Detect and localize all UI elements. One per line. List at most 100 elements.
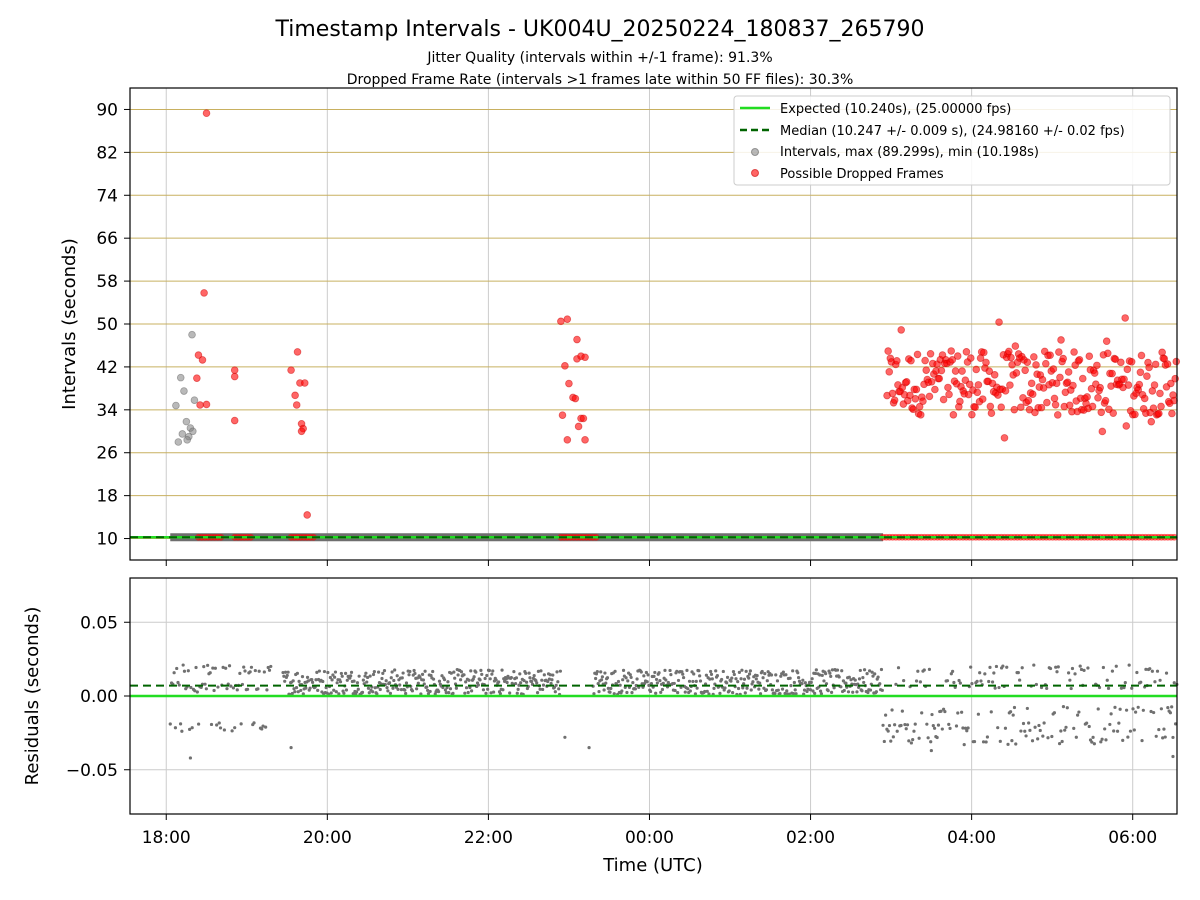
- residual-point: [669, 673, 673, 677]
- residual-point: [306, 679, 310, 683]
- residual-point: [337, 692, 341, 696]
- residual-point: [420, 672, 425, 676]
- residual-point: [489, 691, 493, 695]
- residual-point: [800, 682, 804, 686]
- residual-point: [193, 689, 197, 693]
- residual-point: [889, 739, 893, 743]
- dropped-frame-point: [897, 326, 905, 334]
- residual-point: [1045, 686, 1049, 691]
- interval-point: [176, 373, 185, 382]
- dropped-frame-point: [906, 391, 914, 400]
- residual-point: [819, 692, 824, 696]
- dropped-frame-point: [919, 397, 927, 405]
- residual-point: [792, 680, 796, 685]
- dropped-frame-point: [1168, 409, 1176, 418]
- residual-point: [981, 740, 986, 744]
- residual-point: [708, 677, 712, 681]
- residual-point: [764, 688, 769, 692]
- residual-point: [675, 669, 679, 673]
- residual-point: [1037, 723, 1041, 728]
- residual-point: [431, 677, 436, 681]
- residual-point: [345, 678, 349, 682]
- residual-point: [204, 687, 208, 691]
- residual-point: [873, 672, 877, 676]
- bottom-y-tick-label: 0.05: [80, 613, 118, 633]
- residual-point: [1096, 707, 1100, 711]
- dropped-frame-point: [1156, 389, 1164, 398]
- residual-point: [1077, 710, 1081, 714]
- residual-point: [844, 681, 848, 685]
- residual-point: [248, 670, 252, 674]
- dropped-frame-point: [951, 367, 960, 375]
- residual-point: [763, 672, 767, 676]
- top-x-ticks: [165, 560, 1134, 566]
- residual-point: [840, 669, 844, 673]
- residual-point: [528, 676, 532, 680]
- residual-point: [466, 690, 470, 695]
- residual-point: [524, 671, 528, 675]
- residual-point: [785, 689, 789, 693]
- residual-point: [1041, 734, 1045, 738]
- residual-point: [300, 675, 305, 679]
- residual-point: [389, 676, 393, 680]
- residual-point: [954, 724, 959, 728]
- residual-point: [363, 674, 367, 678]
- residual-point: [260, 727, 264, 731]
- residual-point: [168, 722, 172, 726]
- residual-point: [1110, 669, 1115, 673]
- residual-point: [1074, 735, 1078, 739]
- dropped-frame-point: [890, 396, 899, 404]
- residual-point: [459, 670, 464, 674]
- residual-point: [180, 729, 184, 733]
- residual-point: [1046, 736, 1050, 740]
- residual-point: [1056, 665, 1060, 669]
- residual-point: [333, 670, 338, 674]
- residual-point: [1048, 666, 1053, 671]
- residual-point: [691, 679, 695, 684]
- dropped-frame-point: [1087, 384, 1096, 393]
- residual-point: [469, 669, 473, 673]
- residual-point: [388, 691, 393, 695]
- residual-point: [215, 723, 219, 727]
- residual-point: [943, 709, 947, 714]
- residual-point: [887, 723, 892, 728]
- residual-point: [441, 685, 445, 690]
- residual-point: [289, 746, 293, 750]
- dropped-frame-point: [968, 410, 976, 419]
- dropped-frame-point: [287, 366, 295, 374]
- residual-point: [1150, 669, 1154, 673]
- residual-point: [747, 672, 752, 676]
- residual-point: [1009, 710, 1013, 714]
- residual-point: [1154, 734, 1158, 738]
- dropped-frame-point: [1011, 342, 1020, 350]
- dropped-frame-point: [194, 351, 203, 359]
- dropped-frame-point: [202, 109, 211, 118]
- residual-point: [212, 688, 216, 693]
- dropped-frame-point: [884, 347, 892, 355]
- residual-point: [976, 712, 980, 716]
- residual-point: [1032, 663, 1036, 667]
- residual-point: [778, 692, 782, 696]
- residual-point: [994, 664, 999, 669]
- residual-point: [698, 679, 703, 683]
- residual-point: [242, 665, 246, 669]
- residual-point: [878, 682, 882, 686]
- dropped-frame-point: [574, 422, 583, 431]
- dropped-rate-subtitle: Dropped Frame Rate (intervals >1 frames …: [347, 72, 854, 88]
- residual-point: [890, 708, 894, 712]
- residual-point: [329, 691, 333, 695]
- residual-point: [1148, 667, 1152, 671]
- residual-point: [472, 675, 476, 679]
- chart-title: Timestamp Intervals - UK004U_20250224_18…: [275, 17, 925, 42]
- residual-point: [725, 681, 729, 685]
- x-tick-label: 04:00: [947, 828, 996, 848]
- residual-point: [535, 681, 539, 685]
- residual-point: [351, 692, 355, 696]
- residual-point: [550, 678, 554, 682]
- residual-point: [811, 689, 815, 693]
- residual-point: [769, 673, 774, 677]
- dropped-frame-point: [1101, 396, 1110, 405]
- residual-point: [281, 670, 285, 675]
- residual-point: [349, 674, 353, 678]
- residual-point: [1042, 721, 1046, 725]
